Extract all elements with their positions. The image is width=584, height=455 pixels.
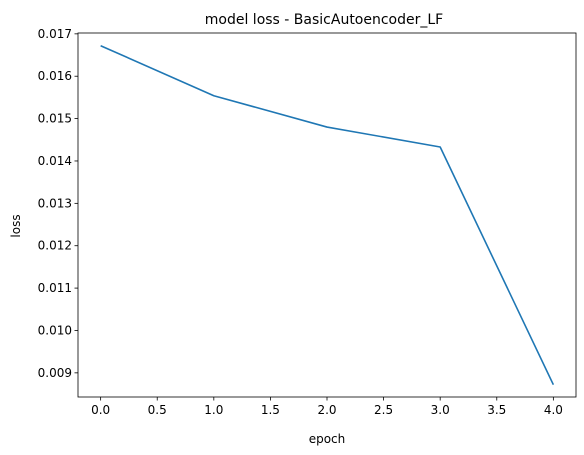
x-tick-label: 0.5 [148, 403, 167, 417]
y-tick-label: 0.012 [38, 239, 72, 253]
x-axis-label: epoch [309, 432, 346, 446]
y-tick-label: 0.013 [38, 196, 72, 210]
plot-area: 0.0 0.5 1.0 1.5 2.0 2.5 3.0 3.5 4.0 0.009 0.010 0.0… [38, 27, 577, 417]
x-tick-label: 1.5 [261, 403, 280, 417]
x-tick-label: 0.0 [91, 403, 110, 417]
y-tick-label: 0.017 [38, 27, 72, 41]
chart-title: model loss - BasicAutoencoder_LF [205, 12, 443, 28]
x-tick-label: 2.0 [317, 403, 336, 417]
x-tick-label: 2.5 [374, 403, 393, 417]
x-tick-label: 3.0 [431, 403, 450, 417]
x-tick-label: 4.0 [544, 403, 563, 417]
y-tick-label: 0.011 [38, 281, 72, 295]
y-tick-label: 0.010 [38, 323, 72, 337]
y-tick-label: 0.009 [38, 366, 72, 380]
y-tick-label: 0.016 [38, 69, 72, 83]
y-tick-label: 0.015 [38, 112, 72, 126]
y-tick-label: 0.014 [38, 154, 72, 168]
y-axis-label: loss [9, 214, 23, 237]
x-tick-label: 3.5 [487, 403, 506, 417]
x-tick-label: 1.0 [204, 403, 223, 417]
